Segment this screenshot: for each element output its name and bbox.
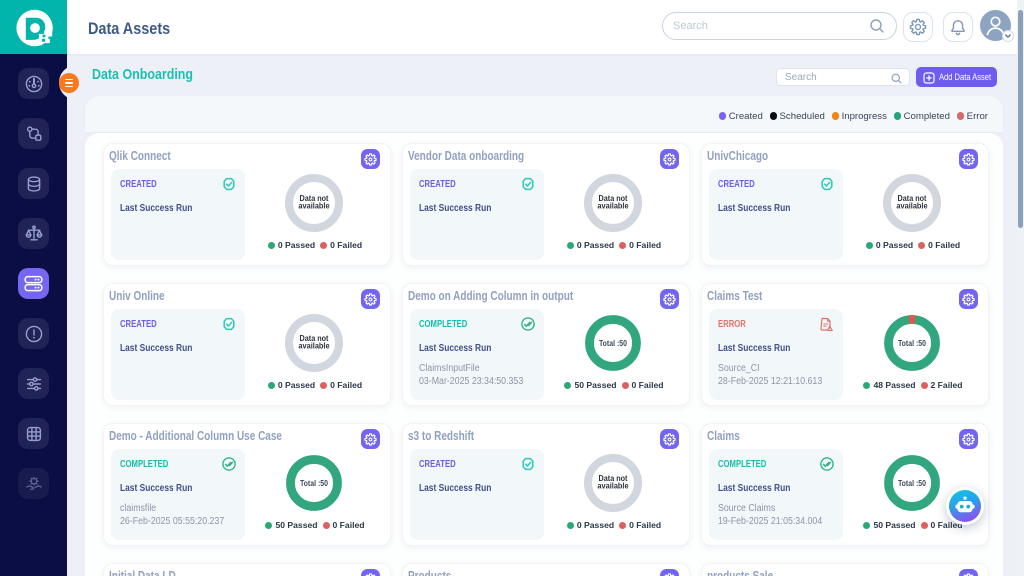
svg-text:Data not: Data not xyxy=(300,194,329,203)
svg-text:Total :50: Total :50 xyxy=(599,338,627,348)
svg-text:Data not: Data not xyxy=(300,334,329,343)
svg-text:Data not: Data not xyxy=(599,474,628,483)
svg-text:Data not: Data not xyxy=(898,194,927,203)
svg-text:available: available xyxy=(597,482,629,491)
svg-text:available: available xyxy=(298,202,330,211)
svg-text:Data not: Data not xyxy=(599,194,628,203)
svg-text:available: available xyxy=(597,202,629,211)
svg-text:Total :50: Total :50 xyxy=(300,478,328,488)
svg-text:Total :50: Total :50 xyxy=(898,478,926,488)
svg-text:Total :50: Total :50 xyxy=(898,338,926,348)
svg-text:available: available xyxy=(298,342,330,351)
svg-text:available: available xyxy=(896,202,928,211)
